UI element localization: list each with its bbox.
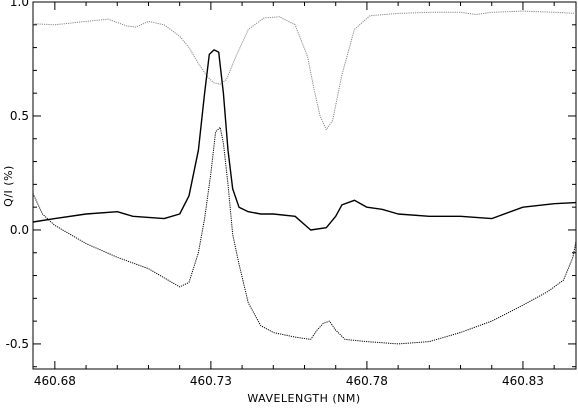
x-tick-label: 460.68 (34, 374, 76, 388)
x-tick-label: 460.83 (502, 374, 544, 388)
series-layer (32, 10, 577, 345)
x-tick-label: 460.78 (346, 374, 388, 388)
y-tick-label: 1.0 (10, 0, 29, 9)
y-tick-label: 0.5 (10, 109, 29, 123)
x-axis-ticks: 460.68 460.73 460.78 460.83 (34, 2, 555, 388)
series-line-2 (32, 49, 577, 231)
x-axis-label: WAVELENGTH (NM) (247, 392, 360, 405)
plot-frame (32, 1, 577, 370)
series-line-3 (32, 126, 577, 345)
x-tick-label: 460.73 (190, 374, 232, 388)
y-tick-label: 0.0 (10, 223, 29, 237)
y-axis-ticks: -0.5 0.0 0.5 1.0 (6, 0, 576, 368)
y-tick-label: -0.5 (6, 337, 29, 351)
series-line-1 (32, 10, 577, 131)
y-axis-label: Q/I (%) (2, 165, 15, 207)
